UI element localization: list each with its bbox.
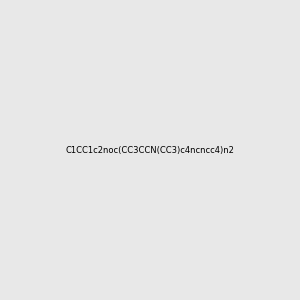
Text: C1CC1c2noc(CC3CCN(CC3)c4ncncc4)n2: C1CC1c2noc(CC3CCN(CC3)c4ncncc4)n2 — [66, 146, 234, 154]
